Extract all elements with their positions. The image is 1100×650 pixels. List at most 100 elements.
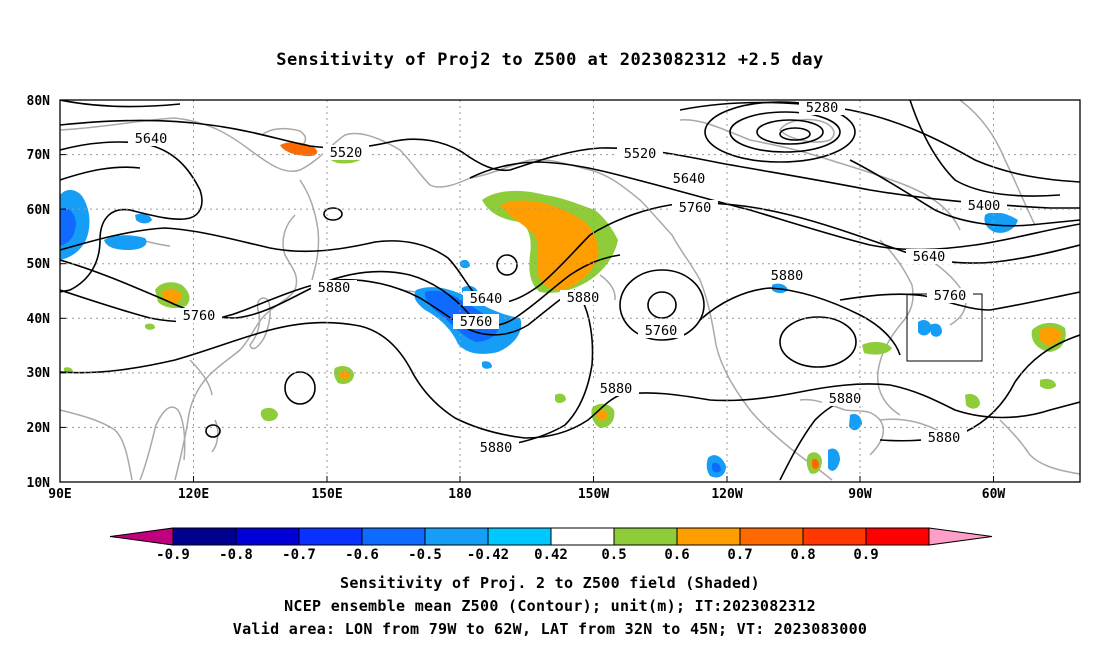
lat-label: 50N (27, 257, 51, 272)
colorbar-label: -0.6 (345, 547, 379, 563)
contour-label: 5880 (928, 430, 961, 446)
colorbar-label: 0.7 (727, 547, 752, 563)
colorbar-cell (172, 527, 237, 546)
shade-mongolia-blue (104, 235, 147, 250)
shade-siberia-darkblue (60, 208, 76, 246)
shade-central-pacific-orange (596, 409, 608, 421)
contour-label: 5640 (470, 291, 503, 307)
contour-label: 5880 (771, 268, 804, 284)
asia-north-coast (60, 117, 471, 188)
shade-north-pacific-orange (500, 200, 599, 291)
contour-5880-high (779, 316, 857, 368)
lat-label: 80N (27, 94, 51, 109)
contour-5280-mid (729, 111, 841, 153)
latitude-labels: 80N 70N 60N 50N 40N 30N 20N 10N (27, 94, 51, 491)
shade-east-pacific-darkblue (712, 462, 721, 473)
colorbar-label: -0.42 (467, 547, 509, 563)
colorbar-cell (298, 527, 363, 546)
colorbar-arrow-left (109, 527, 174, 546)
shade-mexico-orange (812, 458, 819, 469)
colorbar-cell (235, 527, 300, 546)
contour-label: 5760 (183, 308, 216, 324)
colorbar-label: 0.8 (790, 547, 815, 563)
shade-labrador-blue (984, 212, 1018, 233)
map-title: Sensitivity of Proj2 to Z500 at 20230823… (276, 50, 824, 70)
map-area: 5280 5640 5520 5520 5640 5760 5400 5640 … (27, 94, 1081, 502)
colorbar-arrow-right (928, 527, 993, 546)
colorbar-label: -0.7 (282, 547, 316, 563)
contour-5280-inner (756, 119, 824, 145)
shade-east-atlantic-orange (1039, 327, 1062, 345)
shade-east-coast-blue-2 (930, 323, 942, 337)
shade-gulf-green (862, 341, 892, 355)
shade-small-blue (482, 361, 492, 369)
contour-label: 5520 (330, 145, 363, 161)
contour-label: 5280 (806, 100, 839, 116)
colorbar-cell (739, 527, 804, 546)
shade-east-asia-orange (162, 288, 182, 304)
lat-label: 10N (27, 476, 51, 491)
contour-label: 5640 (135, 131, 168, 147)
contour-5760-low (619, 269, 705, 341)
contour-label: 5760 (460, 314, 493, 330)
caption-shaded: Sensitivity of Proj. 2 to Z500 field (Sh… (340, 574, 760, 592)
axis-ticks (60, 99, 994, 482)
indochina-coast (139, 406, 186, 481)
contour-label: 5760 (679, 200, 712, 216)
contour-5640-east (469, 161, 1080, 251)
asia-east-coast (174, 214, 298, 481)
shade-atlantic-green (965, 394, 980, 409)
contour-label: 5400 (968, 198, 1001, 214)
contour-5760 (60, 202, 1080, 304)
contour-label: 5880 (829, 391, 862, 407)
caption-contour: NCEP ensemble mean Z500 (Contour); unit(… (284, 597, 816, 615)
contour-5400-north (679, 101, 1080, 183)
colorbar-label: -0.9 (156, 547, 190, 563)
contour-label: 5520 (624, 146, 657, 162)
north-america-west-coast (469, 158, 833, 481)
contour-label: 5880 (318, 280, 351, 296)
contour-5880-america (699, 287, 901, 356)
lon-label: 60W (982, 487, 1006, 502)
lon-label: 90W (848, 487, 872, 502)
colorbar-label: -0.8 (219, 547, 253, 563)
colorbar-cell (676, 527, 741, 546)
colorbar-label: 0.5 (601, 547, 626, 563)
colorbar-cell (802, 527, 867, 546)
map-frame (59, 99, 1081, 483)
greenland-south (779, 118, 835, 143)
lon-label: 150W (578, 487, 609, 502)
colorbar-cell (487, 527, 552, 546)
z500-contours (60, 100, 1080, 481)
shade-dateline-small-blue-2 (460, 259, 470, 269)
contour-label: 5880 (567, 290, 600, 306)
lon-label: 120E (178, 487, 209, 502)
colorbar-cell (361, 527, 426, 546)
shade-mexico-blue (828, 448, 840, 471)
lon-label: 120W (711, 487, 742, 502)
colorbar-cell (424, 527, 489, 546)
lat-label: 20N (27, 421, 51, 436)
contour-label: 5760 (645, 323, 678, 339)
shade-siberia-small-blue (135, 213, 152, 224)
contour-5880-south (60, 321, 1080, 439)
colorbar-label: 0.9 (853, 547, 878, 563)
shade-small-green-2 (145, 323, 155, 330)
contour-label: 5880 (600, 381, 633, 397)
india-coast (60, 409, 133, 481)
longitude-labels: 90E 120E 150E 180 150W 120W 90W 60W (48, 487, 1005, 502)
kamchatka-coast (299, 179, 320, 281)
contour-small-high-2 (205, 424, 221, 438)
contour-top-left (60, 100, 181, 108)
contour-5520 (60, 119, 1080, 209)
colorbar-label: -0.5 (408, 547, 442, 563)
contour-small-low (323, 207, 343, 221)
contour-5280-core (779, 127, 811, 141)
contour-label: 5880 (480, 440, 513, 456)
caribbean-coast (999, 419, 1080, 475)
contour-5760-atlantic (839, 291, 1080, 311)
colorbar-cell (865, 527, 930, 546)
shade-east-coast-blue (918, 320, 932, 336)
lat-label: 60N (27, 203, 51, 218)
